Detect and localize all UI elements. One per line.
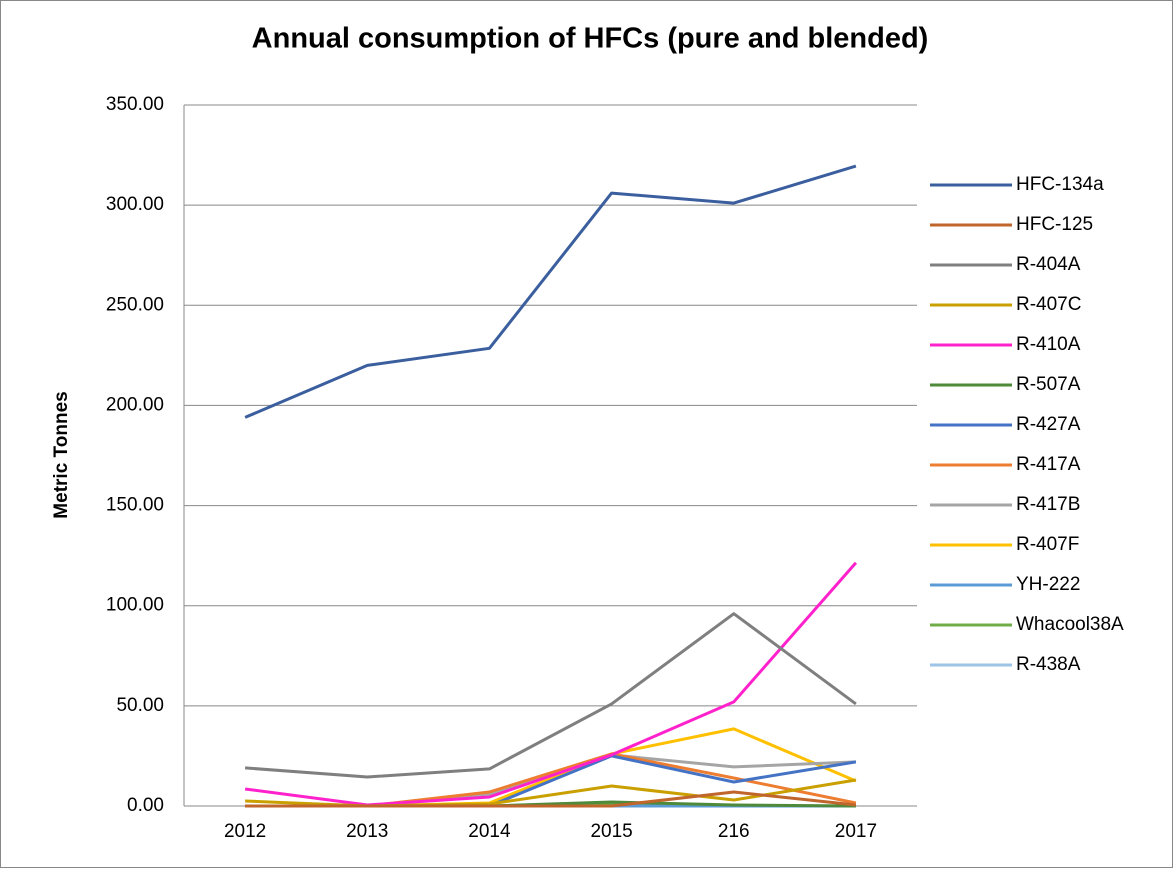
legend-label: R-407C <box>1016 294 1081 315</box>
y-tick-label: 350.00 <box>106 94 164 115</box>
legend-label: R-417B <box>1016 494 1080 515</box>
legend-label: HFC-134a <box>1016 174 1104 195</box>
legend-label: R-438A <box>1016 654 1081 675</box>
x-tick-label: 216 <box>718 821 750 842</box>
legend-label: R-404A <box>1016 254 1081 275</box>
legend-label: R-407F <box>1016 534 1079 555</box>
y-tick-label: 50.00 <box>116 695 164 716</box>
legend-label: YH-222 <box>1016 574 1080 595</box>
series-line <box>244 612 857 779</box>
series-line <box>245 790 857 808</box>
x-tick-label: 2015 <box>590 821 632 842</box>
y-tick-label: 0.00 <box>127 795 164 816</box>
x-tick-label: 2012 <box>224 821 266 842</box>
x-tick-label: 2013 <box>346 821 388 842</box>
y-tick-label: 300.00 <box>106 194 164 215</box>
x-tick-label: 2017 <box>835 821 877 842</box>
legend-label: R-507A <box>1016 374 1081 395</box>
legend-label: R-410A <box>1016 334 1081 355</box>
chart-title: Annual consumption of HFCs (pure and ble… <box>252 23 929 55</box>
x-tick-label: 2014 <box>468 821 511 842</box>
series-line <box>245 754 857 808</box>
y-tick-label: 150.00 <box>106 495 164 516</box>
legend-label: R-427A <box>1016 414 1081 435</box>
legend-label: R-417A <box>1016 454 1081 475</box>
series-line <box>244 561 858 807</box>
y-tick-label: 100.00 <box>106 595 164 616</box>
y-tick-label: 200.00 <box>106 394 164 415</box>
legend-label: HFC-125 <box>1016 214 1093 235</box>
legend-label: Whacool38A <box>1016 614 1124 635</box>
y-axis-label: Metric Tonnes <box>51 391 72 518</box>
y-tick-label: 250.00 <box>106 294 164 315</box>
series-line <box>244 164 857 419</box>
